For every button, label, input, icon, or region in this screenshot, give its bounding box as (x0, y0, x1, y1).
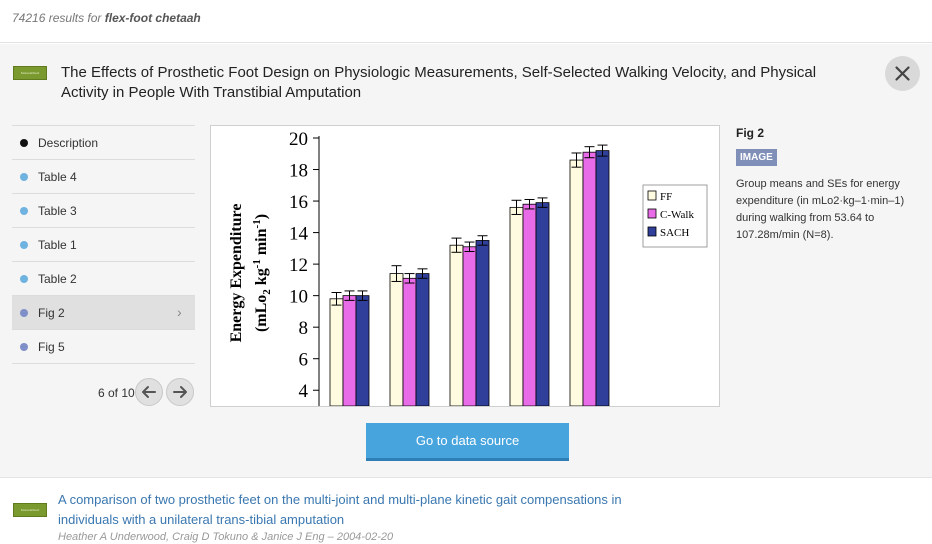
next-result-meta: Heather A Underwood, Craig D Tokuno & Ja… (58, 531, 394, 543)
y-tick-label: 16 (289, 192, 308, 213)
bar-sach-3 (535, 202, 550, 407)
sidebar-item-fig-2[interactable]: Fig 2 › (12, 296, 195, 330)
figure-list: Description Table 4 Table 3 Table 1 Table 2 F… (12, 125, 195, 364)
pager-text: 6 of 10 (98, 386, 135, 400)
sidebar-item-label: Fig 5 (38, 340, 65, 354)
y-tick-label: 18 (289, 161, 308, 182)
bar-c-walk-0 (342, 295, 357, 407)
image-badge: IMAGE (736, 149, 777, 166)
bar-sach-0 (355, 295, 370, 407)
y-axis-label: Energy Expenditure (mLo2 kg-1 min-1) (228, 204, 273, 343)
bar-c-walk-2 (462, 246, 477, 407)
figure-caption: Group means and SEs for energy expenditu… (736, 178, 905, 241)
y-tick-label: 20 (289, 129, 308, 150)
bullet-dot-icon (20, 275, 28, 283)
sidebar-item-table-4[interactable]: Table 4 (12, 160, 195, 194)
energy-expenditure-chart: 4 6 8 10 12 14 16 18 20 Energy Expenditure (mLo2 k… (228, 129, 708, 407)
results-summary: 74216 results for flex-foot chetaah (12, 11, 201, 25)
y-tick-label: 6 (299, 350, 309, 371)
bar-ff-4 (569, 159, 584, 407)
legend-swatch-ff (647, 190, 657, 201)
source-logo-text: ScienceDirect (20, 71, 40, 75)
sidebar-item-label: Fig 2 (38, 306, 65, 320)
bullet-dot-icon (20, 139, 28, 147)
legend-label-ff: FF (660, 191, 672, 203)
bullet-dot-icon (20, 173, 28, 181)
results-header: 74216 results for flex-foot chetaah (0, 0, 932, 43)
prev-button[interactable] (135, 378, 163, 406)
sidebar-item-label: Table 1 (38, 238, 77, 252)
chevron-right-icon: › (177, 304, 182, 320)
sidebar-item-label: Table 4 (38, 170, 77, 184)
arrow-right-icon (173, 386, 187, 398)
y-axis-label-line2: (mLo2 kg-1 min-1) (251, 214, 273, 332)
bullet-dot-icon (20, 241, 28, 249)
bar-ff-3 (509, 206, 524, 407)
arrow-left-icon (142, 386, 156, 398)
article-title[interactable]: The Effects of Prosthetic Foot Design on… (61, 64, 817, 101)
sidebar-item-table-2[interactable]: Table 2 (12, 262, 195, 296)
bar-ff-0 (329, 298, 344, 407)
legend-label-c-walk: C-Walk (660, 209, 694, 221)
next-result-date: 2004-02-20 (336, 531, 394, 543)
bar-sach-4 (595, 150, 610, 407)
sidebar-item-fig-5[interactable]: Fig 5 (12, 330, 195, 364)
sidebar-item-label: Description (38, 136, 99, 150)
sidebar-item-label: Table 2 (38, 272, 77, 286)
next-result-title[interactable]: A comparison of two prosthetic feet on t… (58, 492, 622, 527)
bar-ff-1 (389, 273, 404, 407)
bullet-dot-icon (20, 343, 28, 351)
y-tick-label: 8 (299, 318, 309, 339)
result-detail-panel: ScienceDirect The Effects of Prosthetic … (0, 44, 932, 478)
y-tick-label: 10 (289, 287, 308, 308)
bar-c-walk-4 (582, 151, 597, 407)
results-suffix: results for (48, 11, 102, 25)
sidebar-item-table-1[interactable]: Table 1 (12, 228, 195, 262)
bar-c-walk-1 (402, 277, 417, 407)
sciencedirect-logo-2: ScienceDirect (13, 503, 47, 517)
bullet-dot-icon (20, 207, 28, 215)
sidebar-item-label: Table 3 (38, 204, 77, 218)
bar-c-walk-3 (522, 203, 537, 407)
search-query: flex-foot chetaah (104, 11, 201, 25)
y-tick-label: 12 (289, 255, 308, 276)
results-count: 74216 (12, 11, 46, 25)
close-button[interactable] (885, 56, 920, 91)
sidebar-item-table-3[interactable]: Table 3 (12, 194, 195, 228)
y-axis-label-line1: Energy Expenditure (228, 204, 245, 343)
next-result-authors: Heather A Underwood, Craig D Tokuno & Ja… (58, 531, 325, 543)
y-tick-label: 4 (299, 381, 309, 402)
next-button[interactable] (166, 378, 194, 406)
bullet-dot-icon (20, 309, 28, 317)
source-logo-text-2: ScienceDirect (20, 508, 40, 512)
figure-image[interactable]: 4 6 8 10 12 14 16 18 20 Energy Expenditure (mLo2 k… (210, 125, 720, 407)
sciencedirect-logo: ScienceDirect (13, 66, 47, 80)
legend-swatch-c-walk (647, 208, 657, 219)
legend-swatch-sach (647, 226, 657, 237)
bar-sach-2 (475, 240, 490, 407)
bar-ff-2 (449, 244, 464, 407)
close-icon (895, 66, 910, 81)
go-to-data-source-button[interactable]: Go to data source (366, 423, 569, 461)
sidebar-item-description[interactable]: Description (12, 126, 195, 160)
legend-label-sach: SACH (660, 227, 689, 239)
figure-label: Fig 2 (736, 126, 765, 140)
bar-sach-1 (415, 273, 430, 407)
y-tick-label: 14 (289, 224, 309, 245)
